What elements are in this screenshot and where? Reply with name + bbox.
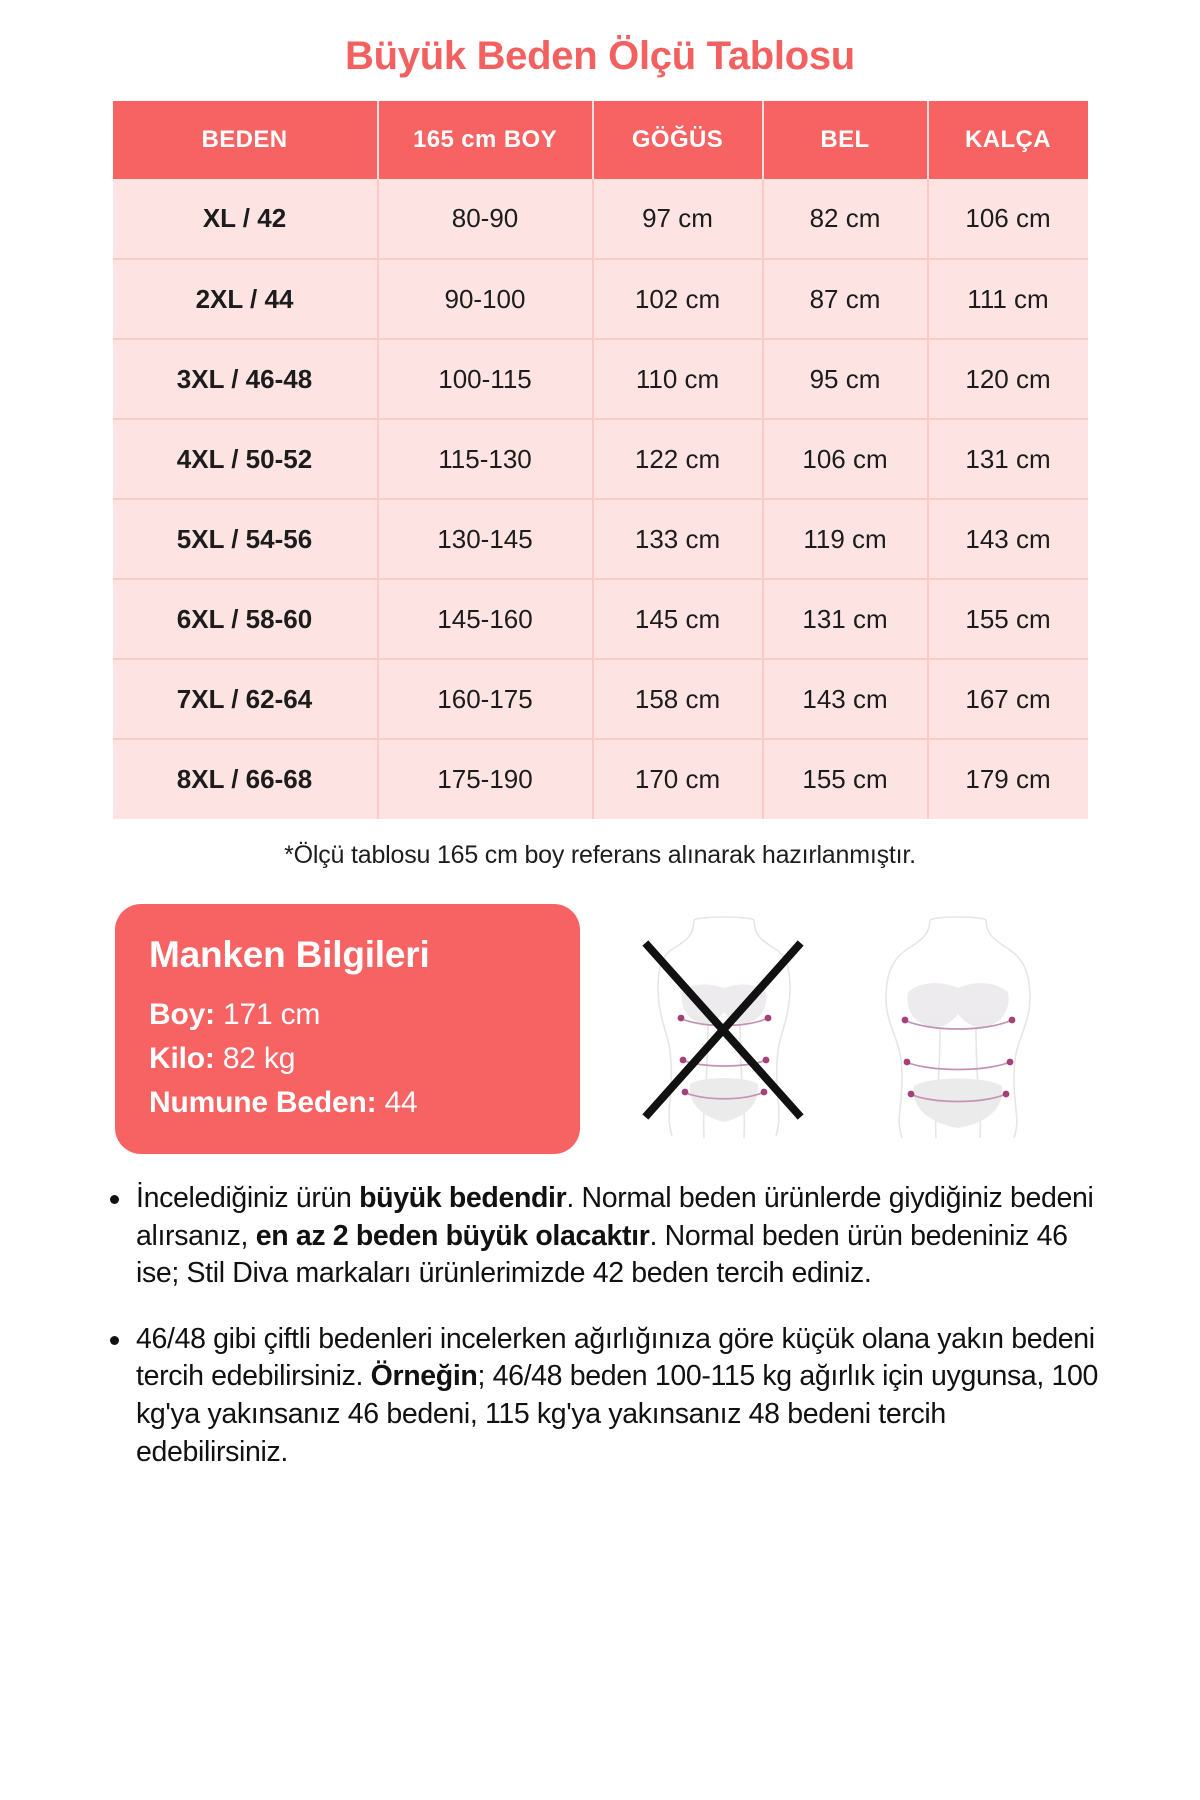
cell-beden: 4XL / 50-52 — [112, 419, 379, 500]
model-info-card: Manken Bilgileri Boy: 171 cm Kilo: 82 kg… — [115, 904, 580, 1154]
model-info-section: Manken Bilgileri Boy: 171 cm Kilo: 82 kg… — [80, 904, 1120, 1154]
cell-beden: XL / 42 — [112, 179, 379, 260]
cell-gogus: 158 cm — [592, 659, 764, 740]
cell-beden: 5XL / 54-56 — [112, 499, 379, 580]
table-row: 3XL / 46-48 100-115 110 cm 95 cm 120 cm — [112, 339, 1088, 420]
cell-gogus: 122 cm — [592, 419, 764, 500]
cell-boy: 130-145 — [377, 499, 594, 580]
size-chart-page: Büyük Beden Ölçü Tablosu BEDEN 165 cm BO… — [80, 0, 1120, 1471]
size-notes-list: İncelediğiniz ürün büyük bedendir. Norma… — [80, 1180, 1120, 1471]
cell-bel: 155 cm — [762, 739, 929, 819]
page-title: Büyük Beden Ölçü Tablosu — [345, 34, 855, 78]
cell-beden: 7XL / 62-64 — [112, 659, 379, 740]
column-header-kalca: KALÇA — [927, 101, 1088, 179]
cell-boy: 115-130 — [377, 419, 594, 500]
cell-bel: 82 cm — [762, 179, 929, 260]
list-item: 46/48 gibi çiftli bedenleri incelerken a… — [98, 1321, 1104, 1471]
size-table: BEDEN 165 cm BOY GÖĞÜS BEL KALÇA XL / 42… — [112, 101, 1088, 819]
slim-body-figure-crossed-out — [638, 914, 810, 1139]
cell-boy: 90-100 — [377, 259, 594, 340]
cell-boy: 160-175 — [377, 659, 594, 740]
model-sample-size-line: Numune Beden: 44 — [149, 1086, 418, 1119]
cross-out-x-icon — [642, 940, 804, 1120]
cell-kalca: 106 cm — [927, 179, 1088, 260]
body-figure-illustrations — [580, 904, 1044, 1139]
cell-bel: 95 cm — [762, 339, 929, 420]
cell-kalca: 167 cm — [927, 659, 1088, 740]
table-row: 2XL / 44 90-100 102 cm 87 cm 111 cm — [112, 259, 1088, 340]
table-row: 8XL / 66-68 175-190 170 cm 155 cm 179 cm — [112, 739, 1088, 819]
table-row: 5XL / 54-56 130-145 133 cm 119 cm 143 cm — [112, 499, 1088, 580]
list-item: İncelediğiniz ürün büyük bedendir. Norma… — [98, 1180, 1104, 1293]
model-sample-size-value: 44 — [384, 1086, 418, 1119]
column-header-boy: 165 cm BOY — [377, 101, 594, 179]
cell-gogus: 97 cm — [592, 179, 764, 260]
plus-size-body-icon — [885, 916, 1031, 1139]
model-card-title: Manken Bilgileri — [149, 934, 430, 975]
cell-bel: 131 cm — [762, 579, 929, 660]
cell-bel: 87 cm — [762, 259, 929, 340]
cell-beden: 8XL / 66-68 — [112, 739, 379, 819]
slim-body-icon — [642, 916, 804, 1139]
cell-gogus: 102 cm — [592, 259, 764, 340]
model-height-line: Boy: 171 cm — [149, 998, 321, 1031]
column-header-gogus: GÖĞÜS — [592, 101, 764, 179]
column-header-beden: BEDEN — [112, 101, 379, 179]
cell-kalca: 131 cm — [927, 419, 1088, 500]
cell-kalca: 143 cm — [927, 499, 1088, 580]
cell-beden: 6XL / 58-60 — [112, 579, 379, 660]
model-height-label: Boy — [149, 998, 206, 1031]
model-weight-line: Kilo: 82 kg — [149, 1042, 296, 1075]
cell-beden: 3XL / 46-48 — [112, 339, 379, 420]
table-footnote: *Ölçü tablosu 165 cm boy referans alınar… — [284, 841, 916, 869]
cell-boy: 175-190 — [377, 739, 594, 819]
model-weight-label: Kilo — [149, 1042, 205, 1075]
cell-gogus: 110 cm — [592, 339, 764, 420]
table-row: 7XL / 62-64 160-175 158 cm 143 cm 167 cm — [112, 659, 1088, 740]
cell-gogus: 170 cm — [592, 739, 764, 819]
cell-boy: 80-90 — [377, 179, 594, 260]
table-row: XL / 42 80-90 97 cm 82 cm 106 cm — [112, 179, 1088, 260]
table-header-row: BEDEN 165 cm BOY GÖĞÜS BEL KALÇA — [112, 101, 1088, 179]
cell-kalca: 120 cm — [927, 339, 1088, 420]
cell-gogus: 145 cm — [592, 579, 764, 660]
cell-kalca: 155 cm — [927, 579, 1088, 660]
model-sample-size-label: Numune Beden — [149, 1086, 367, 1119]
model-height-value: 171 cm — [223, 998, 321, 1031]
cell-bel: 119 cm — [762, 499, 929, 580]
table-body: XL / 42 80-90 97 cm 82 cm 106 cm 2XL / 4… — [112, 179, 1088, 819]
column-header-bel: BEL — [762, 101, 929, 179]
cell-kalca: 111 cm — [927, 259, 1088, 340]
cell-bel: 143 cm — [762, 659, 929, 740]
cell-kalca: 179 cm — [927, 739, 1088, 819]
table-row: 4XL / 50-52 115-130 122 cm 106 cm 131 cm — [112, 419, 1088, 500]
table-row: 6XL / 58-60 145-160 145 cm 131 cm 155 cm — [112, 579, 1088, 660]
plus-size-body-figure — [872, 914, 1044, 1139]
cell-boy: 145-160 — [377, 579, 594, 660]
cell-gogus: 133 cm — [592, 499, 764, 580]
model-weight-value: 82 kg — [222, 1042, 296, 1075]
cell-bel: 106 cm — [762, 419, 929, 500]
cell-boy: 100-115 — [377, 339, 594, 420]
cell-beden: 2XL / 44 — [112, 259, 379, 340]
